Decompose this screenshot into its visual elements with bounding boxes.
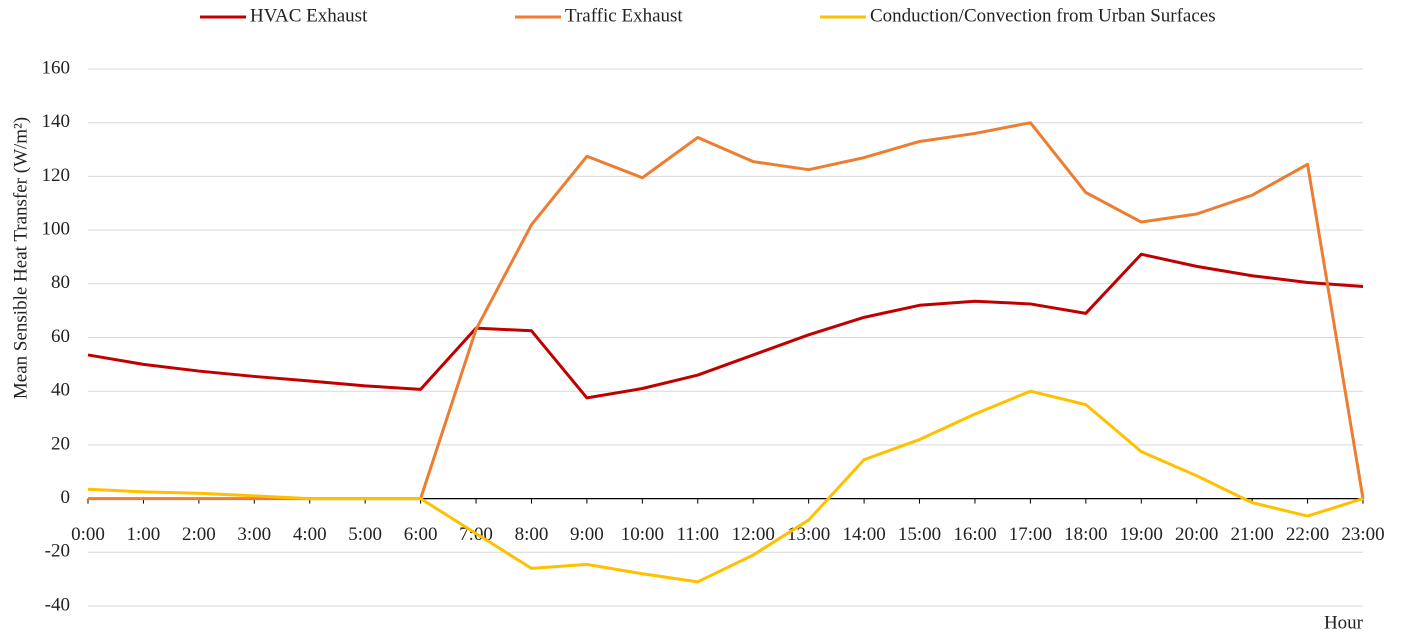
x-tick-label: 10:00 xyxy=(621,524,664,545)
x-tick-label: 6:00 xyxy=(404,524,438,545)
y-tick-label: 20 xyxy=(51,433,70,454)
x-tick-label: 17:00 xyxy=(1009,524,1052,545)
x-tick-label: 12:00 xyxy=(732,524,775,545)
y-tick-label: 160 xyxy=(42,57,71,78)
series-line xyxy=(87,252,1364,400)
y-tick-label: 120 xyxy=(42,165,71,186)
y-tick-label: 0 xyxy=(61,487,71,508)
legend-label: Conduction/Convection from Urban Surface… xyxy=(870,5,1216,26)
x-tick-label: 15:00 xyxy=(898,524,941,545)
y-tick-label: -20 xyxy=(45,541,70,562)
y-tick-label: -40 xyxy=(45,594,70,615)
x-tick-label: 20:00 xyxy=(1175,524,1218,545)
y-axis-label: Mean Sensible Heat Transfer (W/m²) xyxy=(10,117,31,399)
x-tick-label: 1:00 xyxy=(127,524,161,545)
x-tick-label: 11:00 xyxy=(676,524,719,545)
x-tick-label: 4:00 xyxy=(293,524,327,545)
x-tick-label: 23:00 xyxy=(1341,524,1384,545)
x-tick-label: 9:00 xyxy=(570,524,604,545)
x-tick-label: 2:00 xyxy=(182,524,216,545)
x-axis-label: Hour xyxy=(1324,612,1364,633)
y-tick-label: 40 xyxy=(51,380,70,401)
x-tick-label: 18:00 xyxy=(1064,524,1107,545)
series-line xyxy=(88,121,1365,501)
y-tick-label: 100 xyxy=(42,218,71,239)
series-line xyxy=(87,389,1364,584)
y-tick-label: 140 xyxy=(42,111,71,132)
y-tick-label: 80 xyxy=(51,272,70,293)
x-tick-label: 14:00 xyxy=(842,524,885,545)
legend-label: Traffic Exhaust xyxy=(565,5,683,26)
x-tick-label: 3:00 xyxy=(237,524,271,545)
x-tick-label: 21:00 xyxy=(1230,524,1273,545)
x-tick-label: 22:00 xyxy=(1286,524,1329,545)
y-tick-label: 60 xyxy=(51,326,70,347)
x-tick-label: 16:00 xyxy=(953,524,996,545)
x-tick-label: 8:00 xyxy=(515,524,549,545)
x-tick-label: 0:00 xyxy=(71,524,105,545)
x-tick-label: 13:00 xyxy=(787,524,830,545)
x-tick-label: 5:00 xyxy=(348,524,382,545)
x-tick-label: 19:00 xyxy=(1120,524,1163,545)
legend-label: HVAC Exhaust xyxy=(250,5,368,26)
